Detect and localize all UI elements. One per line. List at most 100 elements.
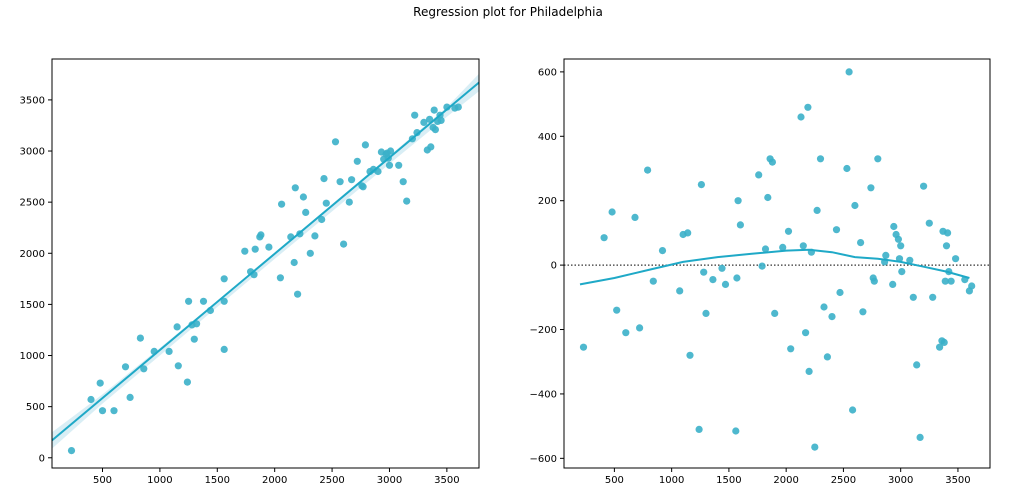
data-point bbox=[174, 362, 182, 370]
data-point bbox=[799, 242, 807, 250]
data-point bbox=[359, 183, 367, 191]
data-point bbox=[761, 245, 770, 253]
data-point bbox=[897, 242, 905, 250]
data-point bbox=[942, 242, 951, 250]
data-point bbox=[804, 103, 812, 111]
data-point bbox=[771, 309, 779, 317]
residual-plot: 500 1000 1500 2000 2500 3000 3500 −600 −400 −200 0… bbox=[530, 58, 991, 486]
data-point bbox=[870, 277, 878, 285]
x-tick-label: 1000 bbox=[147, 475, 172, 486]
data-point bbox=[929, 293, 937, 301]
data-point bbox=[199, 297, 208, 305]
regression-plot: 500 1000 1500 2000 2500 3000 3500 0 500 1000 1500 2… bbox=[20, 58, 480, 486]
data-point bbox=[87, 395, 95, 404]
data-point bbox=[859, 308, 867, 316]
data-point bbox=[768, 158, 777, 166]
data-point bbox=[136, 334, 144, 342]
data-point bbox=[385, 161, 394, 169]
data-point bbox=[348, 176, 356, 184]
data-point bbox=[345, 198, 353, 206]
data-point bbox=[851, 201, 859, 210]
y-tick-label: 2500 bbox=[20, 198, 45, 209]
lowess-line bbox=[579, 248, 970, 286]
data-point bbox=[636, 324, 644, 332]
y-tick-label: 1500 bbox=[20, 300, 45, 311]
data-point bbox=[361, 141, 369, 149]
data-point bbox=[631, 213, 639, 221]
data-point bbox=[190, 335, 198, 343]
data-point bbox=[622, 329, 630, 337]
figure-title: Regression plot for Philadelphia bbox=[413, 5, 603, 19]
data-point bbox=[784, 227, 793, 235]
data-point bbox=[906, 256, 914, 264]
x-tick-label: 2000 bbox=[262, 475, 287, 486]
data-point bbox=[600, 234, 608, 242]
data-point bbox=[733, 274, 741, 282]
x-tick-label: 3500 bbox=[945, 475, 970, 486]
x-tick-label: 500 bbox=[605, 475, 624, 486]
data-point bbox=[613, 306, 621, 314]
x-tick-label: 1500 bbox=[716, 475, 741, 486]
data-point bbox=[331, 138, 340, 146]
regression-plot-ticks: 500 1000 1500 2000 2500 3000 3500 0 500 1000 1500 2… bbox=[20, 95, 460, 486]
data-point bbox=[413, 129, 421, 137]
data-point bbox=[311, 232, 319, 240]
data-point bbox=[779, 243, 787, 251]
data-point bbox=[736, 221, 745, 229]
x-tick-label: 1000 bbox=[659, 475, 684, 486]
y-tick-label: 1000 bbox=[20, 351, 45, 362]
data-point bbox=[882, 251, 890, 259]
data-point bbox=[278, 200, 286, 208]
data-point bbox=[579, 343, 588, 351]
x-tick-label: 3500 bbox=[434, 475, 459, 486]
data-point bbox=[173, 323, 181, 331]
x-tick-label: 2500 bbox=[831, 475, 856, 486]
data-point bbox=[697, 181, 706, 189]
data-point bbox=[968, 282, 976, 290]
data-point bbox=[940, 338, 948, 346]
data-point bbox=[920, 182, 928, 190]
data-point bbox=[857, 239, 865, 247]
data-point bbox=[843, 164, 851, 173]
x-tick-label: 3000 bbox=[377, 475, 402, 486]
data-point bbox=[140, 365, 148, 373]
data-point bbox=[126, 393, 134, 401]
y-tick-label: −600 bbox=[530, 454, 557, 465]
data-point bbox=[306, 249, 314, 257]
data-point bbox=[676, 287, 684, 295]
data-point bbox=[755, 171, 763, 179]
residual-points-layer bbox=[579, 68, 976, 451]
x-tick-label: 1500 bbox=[205, 475, 230, 486]
data-point bbox=[797, 113, 805, 121]
y-tick-label: 400 bbox=[538, 132, 557, 143]
data-point bbox=[828, 313, 836, 321]
data-point bbox=[936, 343, 944, 351]
y-tick-label: −400 bbox=[530, 389, 557, 400]
data-point bbox=[320, 175, 328, 183]
data-point bbox=[403, 197, 411, 205]
data-point bbox=[98, 407, 107, 415]
data-point bbox=[874, 155, 882, 163]
data-point bbox=[832, 226, 841, 234]
y-tick-label: 500 bbox=[26, 402, 45, 413]
data-point bbox=[925, 219, 933, 227]
x-tick-label: 3000 bbox=[888, 475, 913, 486]
data-point bbox=[758, 262, 766, 270]
y-tick-label: 0 bbox=[39, 453, 45, 464]
data-point bbox=[220, 345, 228, 353]
data-point bbox=[251, 245, 259, 253]
data-point bbox=[764, 193, 772, 202]
data-point bbox=[952, 255, 960, 263]
data-point bbox=[732, 427, 740, 435]
data-point bbox=[395, 161, 403, 169]
data-point bbox=[411, 111, 419, 119]
data-point bbox=[686, 351, 694, 359]
y-tick-label: 0 bbox=[551, 261, 557, 272]
data-point bbox=[121, 363, 130, 371]
data-point bbox=[813, 206, 821, 214]
data-point bbox=[734, 197, 742, 205]
data-point bbox=[947, 277, 955, 285]
residual-plot-ticks: 500 1000 1500 2000 2500 3000 3500 −600 −400 −200 0… bbox=[530, 67, 971, 486]
data-point bbox=[427, 143, 435, 151]
data-point bbox=[608, 208, 616, 216]
